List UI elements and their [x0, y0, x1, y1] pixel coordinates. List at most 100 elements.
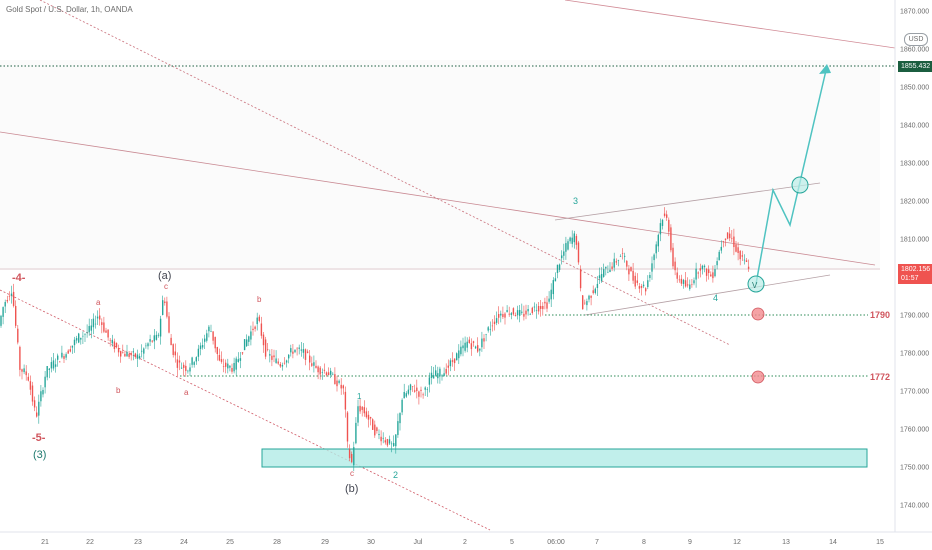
candle-bullish [149, 339, 151, 342]
breakout-circle [791, 176, 809, 194]
candle-bullish [42, 389, 44, 395]
candle-bearish [304, 349, 307, 360]
candle-bearish [626, 260, 628, 267]
candle-bearish [115, 342, 118, 348]
candle-bullish [285, 360, 288, 363]
candle-bearish [447, 365, 449, 368]
time-tick-label: 9 [688, 539, 692, 546]
candle-bullish [609, 269, 611, 273]
candle-bearish [258, 316, 260, 321]
candle-bearish [590, 295, 592, 298]
candle-bearish [632, 270, 634, 281]
candle-bullish [132, 351, 134, 353]
candle-bearish [705, 268, 708, 276]
candle-bullish [657, 234, 659, 247]
candle-bullish [355, 422, 357, 444]
candle-bullish [38, 401, 40, 416]
candle-bearish [678, 279, 680, 281]
support-zone[interactable] [261, 448, 868, 468]
candle-bearish [697, 272, 699, 274]
candle-bearish [172, 344, 174, 355]
candle-bullish [338, 380, 340, 383]
candle-bullish [388, 439, 391, 444]
candle-bullish [701, 265, 704, 270]
time-axis[interactable]: 21 22 23 24 25 28 29 30 Jul 2 5 06:00 7 8 9 12 13 14 15 [0, 531, 932, 546]
candle-bearish [342, 385, 344, 389]
candle-bullish [378, 433, 380, 436]
candle-bearish [523, 313, 525, 317]
candle-bullish [86, 331, 88, 333]
candle-bullish [313, 362, 315, 366]
candle-bearish [374, 424, 376, 436]
candle-bearish [29, 381, 32, 390]
candle-bullish [50, 362, 53, 369]
candle-bearish [122, 352, 124, 353]
candle-bearish [645, 288, 647, 292]
time-tick-label: Jul [414, 539, 423, 546]
candle-bearish [359, 405, 361, 412]
candle-bullish [399, 413, 401, 424]
candle-bearish [319, 367, 321, 375]
candle-bearish [483, 338, 485, 342]
candle-bullish [73, 339, 76, 346]
wave-label-paren-b: (b) [345, 483, 358, 495]
candle-bullish [405, 393, 407, 397]
trend-lines [0, 0, 896, 531]
candle-bullish [481, 338, 483, 348]
candle-bearish [63, 356, 65, 359]
candle-bearish [218, 355, 221, 361]
currency-button[interactable]: USD [904, 33, 928, 46]
candle-bearish [525, 310, 527, 315]
candle-bullish [720, 246, 722, 251]
time-tick-label: 2 [463, 539, 467, 546]
lower-dotted-trendline [0, 289, 491, 531]
candle-bullish [569, 237, 571, 242]
candle-bearish [231, 367, 233, 372]
candle-bullish [199, 345, 202, 350]
price-scale[interactable]: 1870.000 1860.000 1850.000 1840.000 1830.000… [894, 0, 929, 532]
candle-bullish [82, 335, 84, 337]
wave-label-4: 4 [713, 293, 718, 303]
candle-bullish [435, 370, 437, 376]
upper-resistance-line [564, 0, 896, 49]
candle-bearish [514, 315, 517, 317]
candle-bearish [630, 267, 632, 272]
candle-bullish [65, 354, 67, 358]
time-tick-label: 15 [876, 539, 884, 546]
wave-label-v: V [752, 281, 758, 290]
candle-bullish [393, 443, 395, 446]
time-tick-label: 22 [86, 539, 94, 546]
candle-bullish [407, 389, 410, 394]
candle-bearish [670, 227, 672, 251]
markers [747, 176, 809, 384]
candle-bullish [613, 258, 615, 268]
candle-bullish [500, 313, 502, 316]
candle-bearish [348, 449, 351, 459]
candle-bearish [17, 328, 19, 343]
candle-bullish [382, 437, 384, 439]
candle-bearish [546, 302, 548, 309]
current-price-value: 1802.156 [901, 266, 931, 273]
candle-bearish [687, 284, 689, 286]
candle-bullish [294, 349, 296, 353]
candle-bearish [12, 291, 15, 306]
candle-bullish [619, 256, 622, 258]
candle-bearish [336, 380, 338, 387]
candle-bearish [668, 219, 670, 232]
candle-bullish [588, 295, 590, 300]
candle-bullish [61, 352, 63, 358]
candle-bearish [365, 411, 368, 418]
candle-bullish [395, 434, 397, 447]
candle-bullish [409, 384, 412, 391]
candle-bullish [256, 317, 258, 325]
candle-bearish [351, 454, 353, 462]
candle-bullish [607, 271, 609, 273]
candle-bearish [680, 278, 683, 284]
candle-bullish [550, 289, 552, 300]
candle-bearish [676, 272, 678, 279]
time-tick-label: 21 [41, 539, 49, 546]
candle-bullish [521, 311, 523, 313]
time-tick-label: 06:00 [547, 539, 565, 546]
candle-bullish [556, 264, 559, 273]
